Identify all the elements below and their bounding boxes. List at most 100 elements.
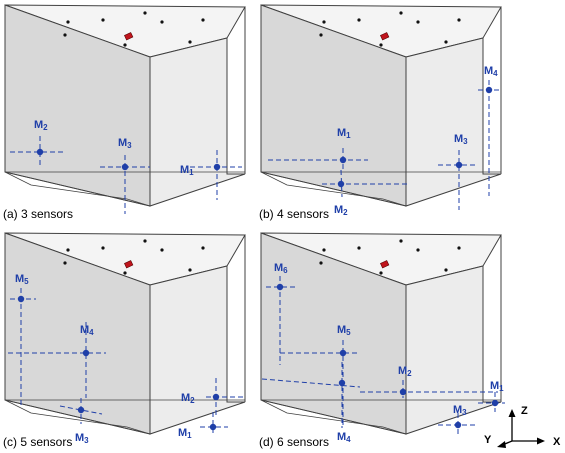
- sensor-point: [17, 295, 25, 303]
- mount-hole-icon: [66, 248, 70, 252]
- sensor-guide-line: [340, 169, 343, 198]
- sensor-2: M2: [181, 378, 244, 418]
- mount-hole-icon: [66, 20, 70, 24]
- mount-hole-icon: [399, 239, 403, 243]
- mount-hole-icon: [416, 248, 420, 252]
- sensor-label: M1: [337, 127, 351, 140]
- mount-hole-icon: [188, 40, 192, 44]
- sensor-point: [485, 86, 493, 94]
- mount-hole-icon: [201, 18, 205, 22]
- mount-hole-icon: [143, 239, 147, 243]
- sensor-point: [36, 148, 44, 156]
- sensor-label: M4: [80, 324, 94, 337]
- mount-hole-icon: [322, 248, 326, 252]
- mount-hole-icon: [357, 246, 361, 250]
- sensor-3: M3: [100, 137, 150, 214]
- sensor-point: [276, 283, 284, 291]
- sensor-3: M3: [438, 404, 477, 436]
- sensor-label: M2: [181, 392, 195, 405]
- sensor-2: M2: [360, 365, 498, 398]
- mount-hole-icon: [101, 246, 105, 250]
- block-bottom-edge: [4, 399, 151, 435]
- mount-hole-icon: [319, 261, 323, 265]
- mount-hole-icon: [457, 18, 461, 22]
- reference-marker-icon: [380, 32, 390, 41]
- panel-c: M1 M2 M3 M4 M5: [4, 232, 246, 445]
- sensor-5: M5: [280, 324, 360, 428]
- sensor-5: M5: [10, 273, 36, 408]
- sensor-label: M1: [178, 427, 192, 440]
- mount-hole-icon: [101, 18, 105, 22]
- axis-triad: Z X Y: [484, 405, 561, 448]
- mount-hole-icon: [160, 20, 164, 24]
- sensor-1: M1: [268, 127, 368, 172]
- sensor-point: [82, 349, 90, 357]
- mount-hole-icon: [160, 248, 164, 252]
- sensor-1: M1: [178, 412, 228, 440]
- block-edge: [482, 38, 501, 175]
- sensor-label: M5: [15, 273, 29, 286]
- panel-b: M1 M2 M3 M4: [260, 4, 502, 217]
- sensor-3: M3: [59, 398, 103, 445]
- sensor-point: [121, 163, 129, 171]
- sensor-label: M3: [453, 404, 467, 417]
- sensor-4: M4: [8, 322, 106, 398]
- sensor-2: M2: [322, 169, 408, 217]
- block-right-face: [149, 265, 246, 435]
- sensor-label: M3: [118, 137, 132, 150]
- sensor-point: [212, 393, 220, 401]
- sensor-point: [491, 399, 499, 407]
- sensor-1: M1: [180, 150, 242, 200]
- sensor-point: [338, 379, 346, 387]
- axis-z-label: Z: [521, 405, 528, 417]
- block-edge: [226, 266, 245, 403]
- sensor-label: M1: [490, 380, 504, 393]
- sensor-point: [454, 421, 462, 429]
- sensor-4: M4: [478, 65, 500, 196]
- reference-marker-icon: [124, 32, 134, 41]
- reference-marker-icon: [124, 260, 134, 269]
- axis-x-label: X: [553, 436, 561, 448]
- caption-panel-d: (d) 6 sensors: [259, 435, 330, 449]
- sensor-point: [339, 156, 347, 164]
- mount-hole-icon: [123, 271, 127, 275]
- sensor-2: M2: [10, 119, 65, 168]
- sensor-point: [399, 388, 407, 396]
- block-right-face: [149, 37, 246, 207]
- mount-hole-icon: [399, 11, 403, 15]
- panel-a: M1 M2 M3: [4, 4, 246, 214]
- block-right-face: [405, 37, 502, 207]
- mount-hole-icon: [123, 43, 127, 47]
- mount-hole-icon: [319, 33, 323, 37]
- caption-panel-a: (a) 3 sensors: [3, 207, 74, 221]
- block-bottom-edge: [260, 171, 407, 207]
- block-bottom-edge: [4, 171, 151, 207]
- panel-d: M1 M2 M3 M4 M5 M6: [260, 232, 505, 444]
- sensor-label: M6: [274, 262, 288, 275]
- mount-hole-icon: [457, 246, 461, 250]
- mount-hole-icon: [357, 18, 361, 22]
- mount-hole-icon: [322, 20, 326, 24]
- sensor-label: M1: [180, 164, 194, 177]
- block-bottom-edge: [260, 399, 407, 435]
- caption-panel-b: (b) 4 sensors: [259, 207, 330, 221]
- mount-hole-icon: [143, 11, 147, 15]
- sensor-guide-line: [59, 405, 103, 415]
- sensor-label: M4: [337, 431, 351, 444]
- mount-hole-icon: [63, 33, 67, 37]
- sensor-point: [213, 163, 221, 171]
- reference-marker-icon: [380, 260, 390, 269]
- axis-y-label: Y: [484, 434, 492, 446]
- caption-panel-c: (c) 5 sensors: [3, 435, 73, 449]
- sensor-label: M5: [337, 324, 351, 337]
- sensor-label: M3: [75, 432, 89, 445]
- sensor-label: M2: [334, 204, 348, 217]
- mount-hole-icon: [416, 20, 420, 24]
- sensor-1: M1: [478, 380, 505, 412]
- block-edge: [226, 38, 245, 175]
- sensor-label: M3: [454, 133, 468, 146]
- sensor-3: M3: [438, 133, 478, 210]
- mount-hole-icon: [63, 261, 67, 265]
- sensor-point: [337, 180, 345, 188]
- mount-hole-icon: [188, 268, 192, 272]
